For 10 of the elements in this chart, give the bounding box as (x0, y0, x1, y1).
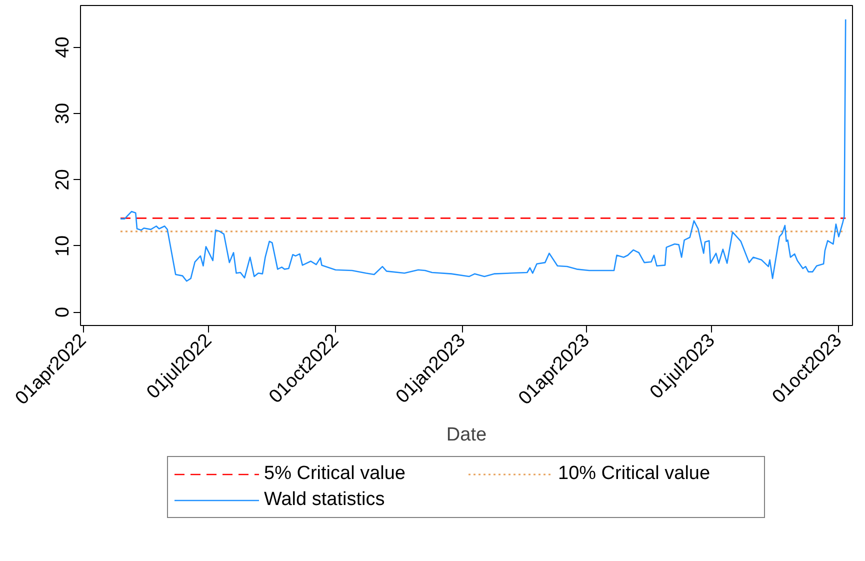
legend-label: 5% Critical value (264, 463, 406, 485)
x-axis-title: Date (446, 424, 487, 446)
line-series (120, 18, 846, 282)
y-tick-label: 10 (52, 235, 74, 257)
y-tick-label: 30 (52, 102, 74, 124)
legend-label: Wald statistics (264, 489, 386, 511)
y-tick-label: 20 (52, 169, 74, 190)
y-tick-label: 40 (52, 36, 74, 58)
y-tick-label: 0 (52, 306, 74, 318)
legend-label: 10% Critical value (558, 463, 712, 485)
